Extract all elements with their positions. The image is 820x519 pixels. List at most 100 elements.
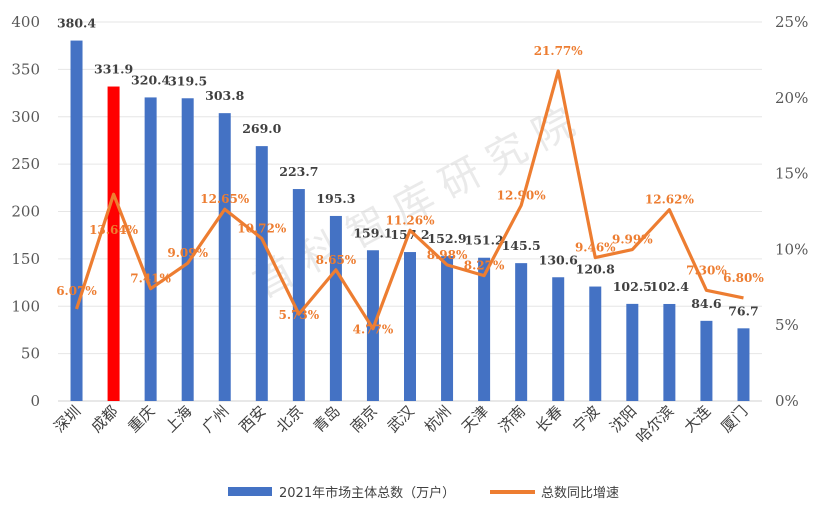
line-value-label: 13.64% (89, 223, 139, 237)
y-left-tick-label: 50 (21, 345, 40, 363)
y-right-tick-label: 25% (775, 13, 808, 31)
bar-value-label: 319.5 (168, 73, 207, 88)
line-value-label: 9.99% (612, 233, 653, 247)
y-right-tick-label: 5% (775, 316, 799, 334)
line-value-label: 8.27% (464, 259, 505, 273)
line-value-label: 6.80% (723, 271, 764, 285)
x-category-label: 宁波 (569, 402, 603, 436)
bar (144, 97, 157, 402)
bar (700, 320, 713, 401)
bar-highlight (107, 86, 120, 401)
line-value-label: 12.65% (200, 192, 250, 206)
x-category-label: 西安 (236, 402, 270, 436)
line-value-label: 12.90% (497, 188, 547, 202)
x-category-label: 南京 (347, 402, 381, 436)
y-left-tick-label: 100 (11, 297, 40, 315)
legend-line-label: 总数同比增速 (541, 486, 619, 501)
x-category-label: 大连 (680, 402, 714, 436)
x-category-label: 成都 (87, 402, 121, 436)
y-left-tick-label: 150 (11, 250, 40, 268)
bar-value-label: 84.6 (691, 296, 722, 311)
y-right-tick-label: 10% (775, 240, 808, 258)
x-category-label: 天津 (458, 402, 492, 436)
line-value-label: 9.09% (167, 246, 208, 260)
line-value-label: 5.73% (279, 308, 320, 322)
y-axis-left: 0 50 100 150 200 250 300 350 400 (11, 13, 40, 410)
line-value-label: 7.41% (130, 272, 171, 286)
legend-bar-label: 2021年市场主体总数（万户） (279, 485, 455, 501)
bar-value-label: 331.9 (94, 62, 133, 77)
bar (181, 98, 194, 402)
line-data-labels: 6.07% 13.64% 7.41% 9.09% 12.65% 10.72% 5.73% 8.… (56, 44, 764, 337)
line-value-label: 21.77% (534, 44, 584, 58)
x-category-label: 杭州 (421, 402, 455, 436)
bar (441, 256, 454, 401)
x-category-label: 厦门 (717, 402, 751, 436)
bar (255, 146, 268, 401)
bar (218, 113, 231, 401)
bar (737, 328, 750, 401)
y-left-tick-label: 200 (11, 203, 40, 221)
bar (626, 303, 639, 401)
x-category-label: 深圳 (50, 402, 84, 436)
bar-value-label: 130.6 (539, 252, 578, 267)
y-left-tick-label: 350 (11, 60, 40, 78)
x-category-label: 哈尔滨 (633, 402, 678, 447)
line-value-label: 9.46% (575, 241, 616, 255)
bar-value-label: 303.8 (205, 88, 244, 103)
bar-value-label: 152.9 (427, 231, 466, 246)
bar-value-label: 223.7 (279, 164, 318, 179)
y-left-tick-label: 250 (11, 155, 40, 173)
x-category-label: 青岛 (310, 402, 344, 436)
bar-value-label: 320.4 (131, 72, 170, 87)
legend: 2021年市场主体总数（万户） 总数同比增速 (228, 485, 619, 501)
bar (404, 252, 416, 401)
bar (70, 40, 83, 402)
line-series (75, 69, 744, 331)
bar-value-label: 120.8 (576, 262, 615, 277)
bar-value-label: 380.4 (57, 16, 96, 31)
bar-value-label: 195.3 (316, 191, 355, 206)
y-axis-right: 0% 5% 10% 15% 20% 25% (775, 13, 808, 410)
y-right-tick-label: 15% (775, 165, 808, 183)
bar-value-label: 151.2 (465, 233, 504, 248)
line-value-label: 11.26% (386, 213, 436, 227)
x-category-label: 北京 (273, 402, 307, 436)
x-category-label: 长春 (532, 402, 566, 436)
y-right-tick-label: 20% (775, 89, 808, 107)
x-category-label: 济南 (495, 402, 529, 436)
y-left-tick-label: 0 (30, 392, 40, 410)
line-value-label: 4.77% (353, 323, 394, 337)
grid-lines (58, 21, 762, 402)
line-value-label: 10.72% (237, 221, 287, 235)
line-value-label: 6.07% (56, 284, 97, 298)
bar-value-label: 159.1 (353, 225, 392, 240)
bar-value-label: 76.7 (728, 303, 758, 318)
line-value-label: 8.65% (316, 253, 357, 267)
legend-bar-swatch (228, 487, 272, 496)
bar (552, 277, 565, 401)
bar-value-label: 102.5 (613, 279, 652, 294)
line-value-label: 12.62% (645, 193, 695, 207)
bar (589, 286, 602, 401)
line-value-label: 8.98% (427, 248, 468, 262)
bar (478, 257, 491, 401)
x-category-label: 重庆 (125, 402, 159, 436)
x-category-label: 武汉 (384, 402, 418, 436)
bar (292, 189, 305, 401)
bar-value-label: 145.5 (502, 238, 541, 253)
x-category-label: 广州 (199, 402, 233, 436)
line-value-label: 7.30% (686, 263, 727, 277)
y-right-tick-label: 0% (775, 392, 799, 410)
bar (329, 215, 342, 401)
y-left-tick-label: 400 (11, 13, 40, 31)
bar (663, 303, 676, 401)
bar-value-label: 269.0 (242, 121, 281, 136)
line-path (75, 69, 744, 331)
bar (515, 263, 528, 401)
bar-series (70, 40, 750, 402)
x-category-label: 上海 (162, 402, 196, 436)
